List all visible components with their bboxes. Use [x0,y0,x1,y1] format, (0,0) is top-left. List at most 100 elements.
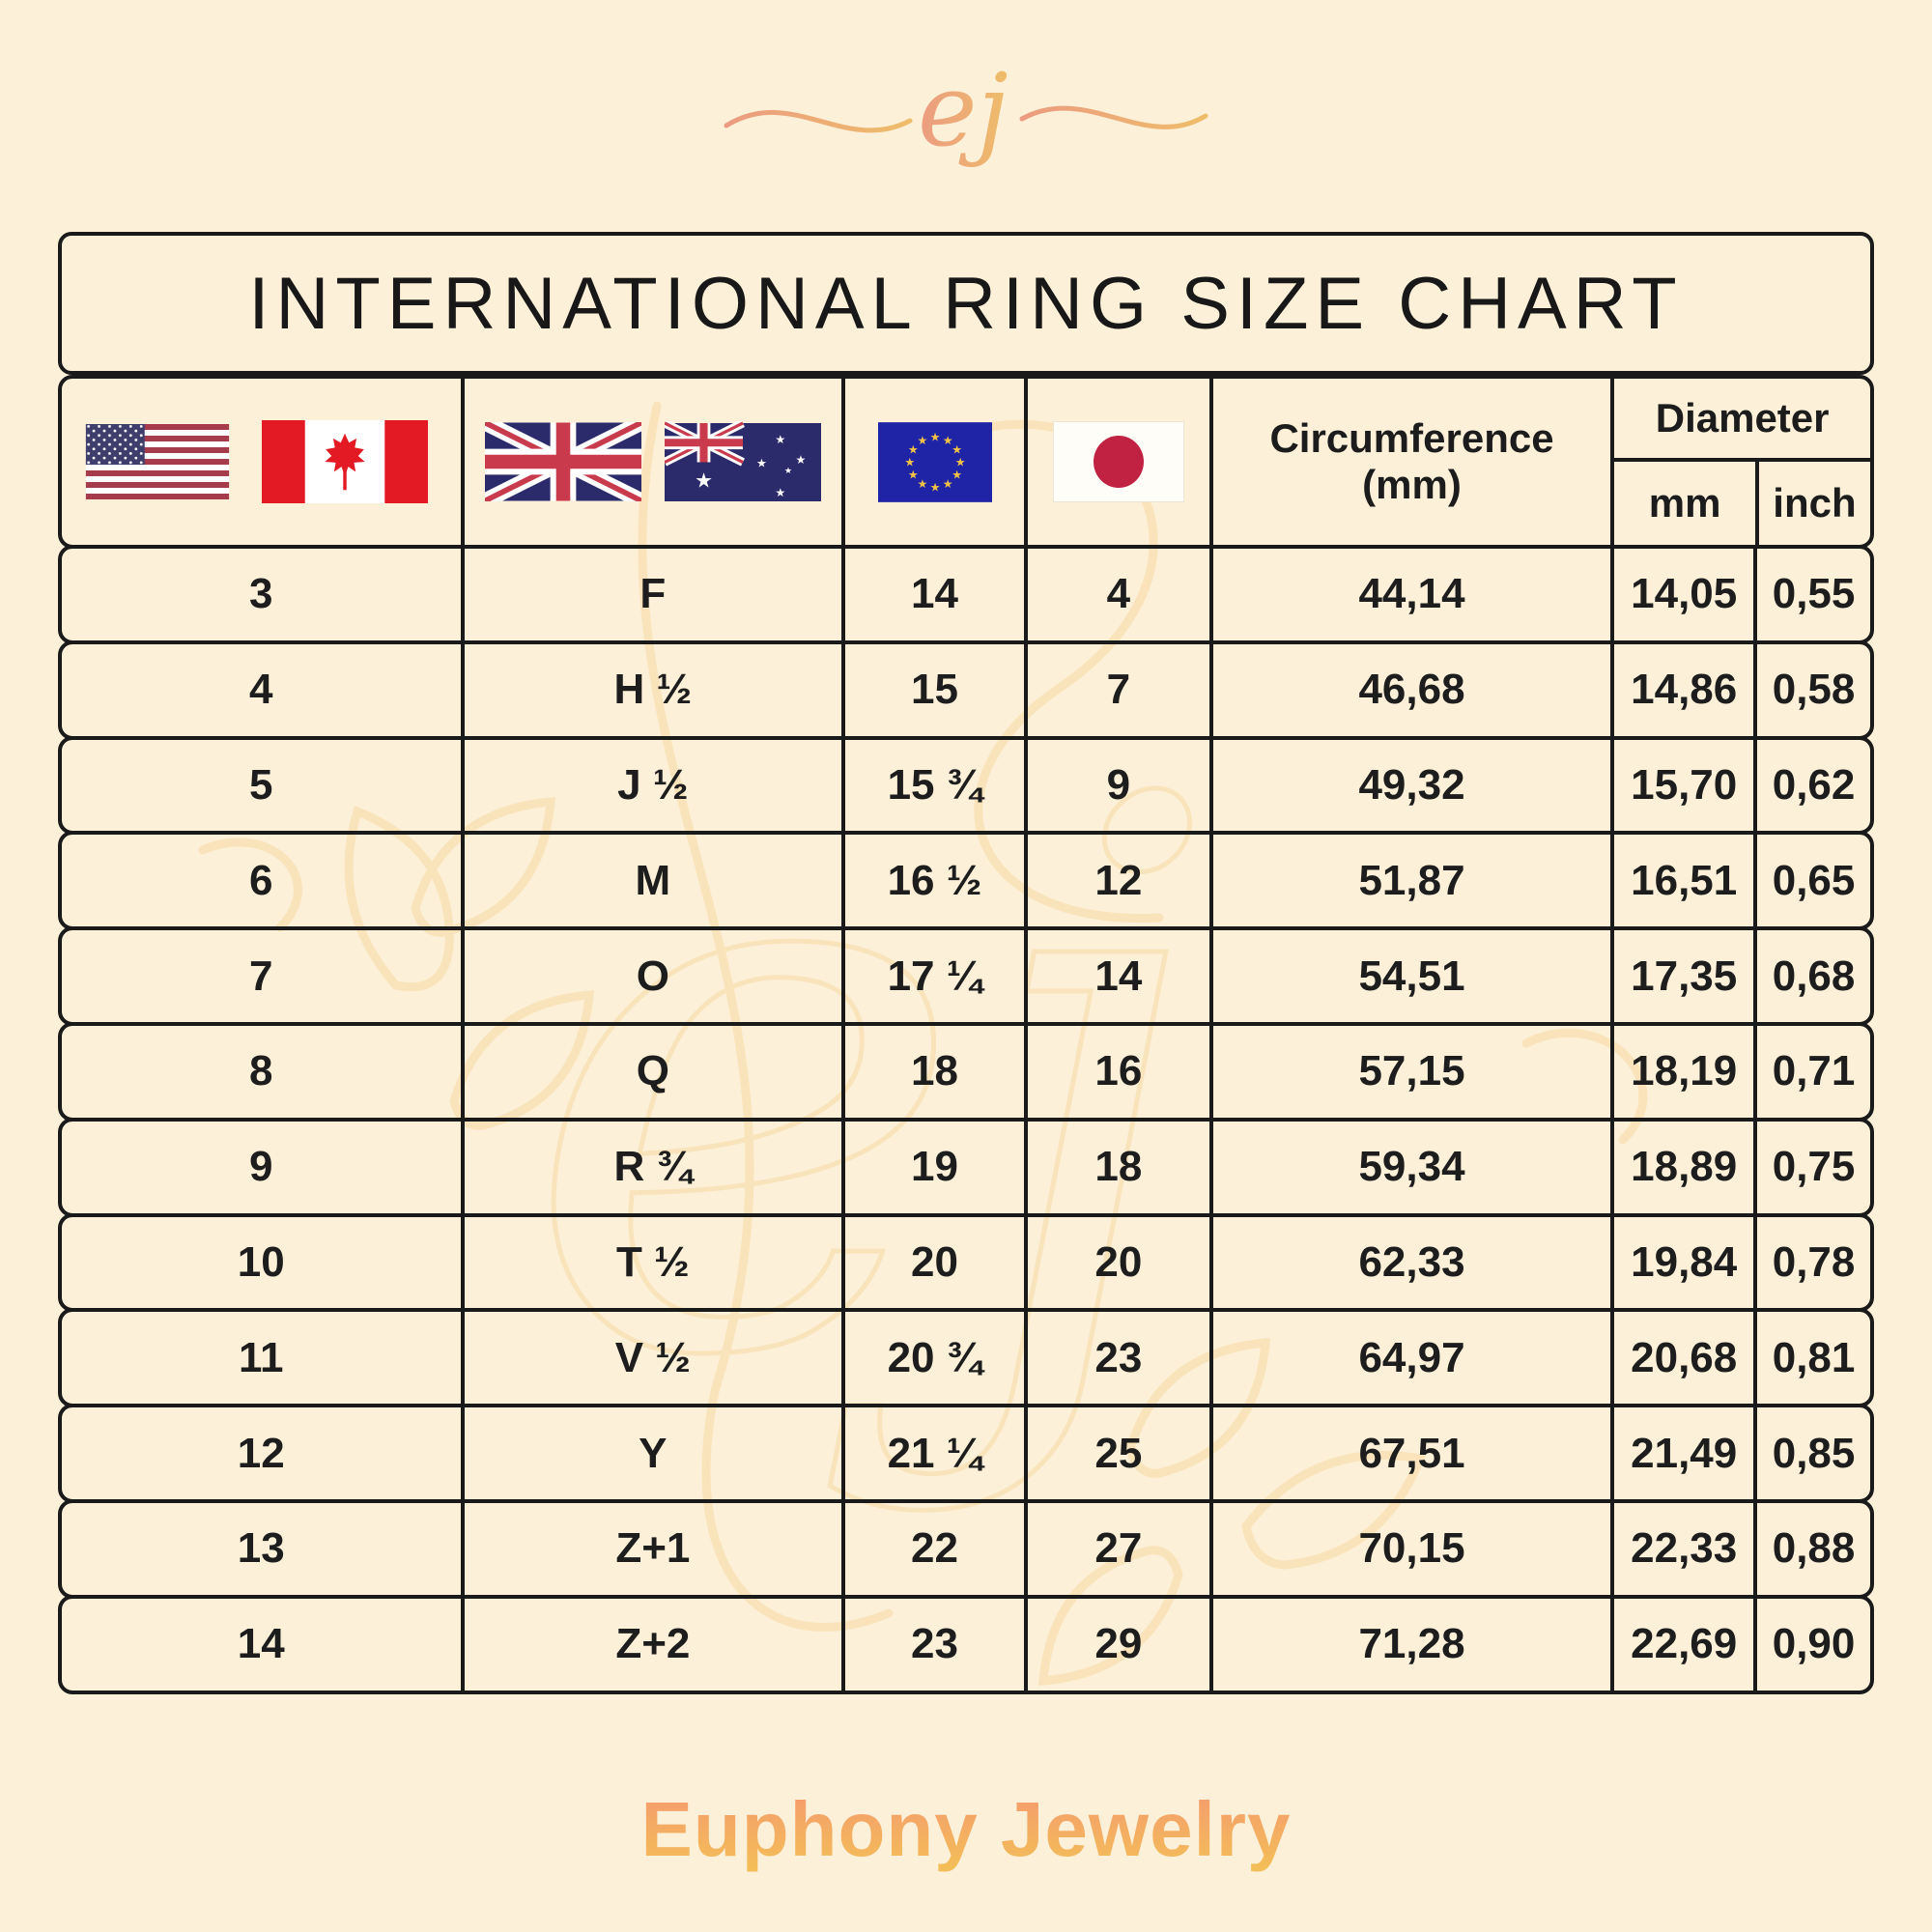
svg-text:★: ★ [795,453,806,467]
table-cell: 0,62 [1753,739,1870,832]
table-cell: 14 [841,549,1024,640]
table-cell: O [460,930,842,1022]
table-cell: 0,90 [1753,1598,1870,1690]
table-cell: 6 [249,856,273,904]
table-row: 4 H ½ 15 7 46,68 14,86 0,58 [58,639,1874,740]
table-row: 13 Z+1 22 27 70,15 22,33 0,88 [58,1498,1874,1599]
left-swash [724,109,913,133]
table-cell: 13 [237,1524,285,1573]
table-cell: 0,88 [1753,1502,1870,1595]
table-cell: 19 [841,1121,1024,1213]
table-row: 6 M 16 ½ 12 51,87 16,51 0,65 [58,831,1874,931]
table-cell: 0,55 [1753,549,1870,640]
table-cell: Z+1 [460,1502,842,1595]
table-cell: 0,75 [1753,1121,1870,1213]
table-cell: 17,35 [1610,930,1753,1022]
table-cell: 3 [249,570,273,618]
table-cell: H ½ [460,643,842,736]
table-cell: 59,34 [1208,1121,1611,1213]
table-cell: 20 [841,1216,1024,1309]
table-cell: 20 ¾ [841,1312,1024,1405]
table-cell: 12 [237,1429,285,1477]
header-us-canada [62,379,461,545]
united-kingdom-flag-icon [484,422,641,501]
table-cell: 46,68 [1208,643,1611,736]
header-circumference: Circumference (mm) [1208,379,1611,545]
table-cell: 54,51 [1208,930,1611,1022]
svg-text:★: ★ [952,468,962,481]
table-cell: 15 [841,643,1024,736]
table-row: 14 Z+2 23 29 71,28 22,69 0,90 [58,1594,1874,1694]
table-row: 9 R ¾ 19 18 59,34 18,89 0,75 [58,1117,1874,1217]
table-cell: M [460,835,842,927]
table-header-row: ★ ★ ★ ★ ★ ★ ★ ★ ★ ★ ★ ★ ★ ★ ★ ★ ★ ★ [58,375,1874,549]
header-diameter-inch: inch [1754,462,1870,545]
table-cell: 18,89 [1610,1121,1753,1213]
table-cell: 62,33 [1208,1216,1611,1309]
ej-monogram-logo: ej [724,51,1208,169]
table-cell: 0,85 [1753,1407,1870,1499]
svg-text:★: ★ [775,433,785,446]
svg-text:★: ★ [775,486,785,499]
header-uk-australia: ★ ★ ★ ★ ★ ★ [460,379,842,545]
right-swash [1019,105,1208,129]
logo: ej [0,27,1932,235]
table-cell: 8 [249,1047,273,1095]
table-cell: 21,49 [1610,1407,1753,1499]
table-cell: 71,28 [1208,1598,1611,1690]
european-union-flag-icon: ★ ★★ ★★★ ★★★ ★★★ [877,421,992,502]
table-cell: 23 [841,1598,1024,1690]
table-cell: 18 [1023,1121,1209,1213]
table-cell: 0,71 [1753,1025,1870,1118]
canada-flag-icon [262,420,429,503]
table-cell: 0,65 [1753,835,1870,927]
table-row: 7 O 17 ¼ 14 54,51 17,35 0,68 [58,926,1874,1026]
table-cell: 0,81 [1753,1312,1870,1405]
table-cell: 64,97 [1208,1312,1611,1405]
table-cell: Y [460,1407,842,1499]
table-cell: 16 ½ [841,835,1024,927]
table-row: 11 V ½ 20 ¾ 23 64,97 20,68 0,81 [58,1308,1874,1408]
table-cell: 20,68 [1610,1312,1753,1405]
table-cell: 9 [1023,739,1209,832]
table-cell: 57,15 [1208,1025,1611,1118]
table-row: 10 T ½ 20 20 62,33 19,84 0,78 [58,1212,1874,1313]
logo-monogram-text: ej [918,51,1009,169]
table-cell: 4 [1023,549,1209,640]
table-cell: 51,87 [1208,835,1611,927]
svg-text:★: ★ [954,455,965,469]
table-cell: T ½ [460,1216,842,1309]
table-cell: 22,33 [1610,1502,1753,1595]
svg-text:★: ★ [907,468,918,481]
table-cell: 10 [237,1237,285,1286]
table-cell: 15 ¾ [841,739,1024,832]
table-cell: J ½ [460,739,842,832]
svg-text:★: ★ [929,480,940,494]
table-cell: 20 [1023,1216,1209,1309]
table-cell: 44,14 [1208,549,1611,640]
table-cell: 25 [1023,1407,1209,1499]
chart-title: INTERNATIONAL RING SIZE CHART [248,262,1684,345]
header-eu: ★ ★ ★ ★ ★ ★ ★ ★ ★ ★ ★ ★ [841,379,1024,545]
svg-text:★: ★ [695,468,713,492]
svg-text:★: ★ [917,433,927,446]
table-cell: 23 [1023,1312,1209,1405]
table-row: 3 F 14 4 44,14 14,05 0,55 [58,545,1874,644]
table-cell: 21 ¼ [841,1407,1024,1499]
table-cell: 4 [249,666,273,714]
table-cell: 67,51 [1208,1407,1611,1499]
table-cell: 11 [239,1333,284,1381]
table-cell: 14 [1023,930,1209,1022]
svg-text:★: ★ [929,430,940,443]
svg-text:★: ★ [952,442,962,456]
table-cell: 0,68 [1753,930,1870,1022]
circumference-label-line2: (mm) [1362,462,1462,507]
brand-name: Euphony Jewelry [0,1785,1932,1874]
japan-flag-icon [1052,421,1184,502]
table-body: 3 F 14 4 44,14 14,05 0,55 4 H ½ 15 7 46,68 14,86 0,58… [58,545,1874,1694]
svg-text:★: ★ [756,456,767,469]
table-cell: 18 [841,1025,1024,1118]
svg-text:★: ★ [904,455,915,469]
table-cell: 19,84 [1610,1216,1753,1309]
header-diameter-mm: mm [1648,480,1721,526]
